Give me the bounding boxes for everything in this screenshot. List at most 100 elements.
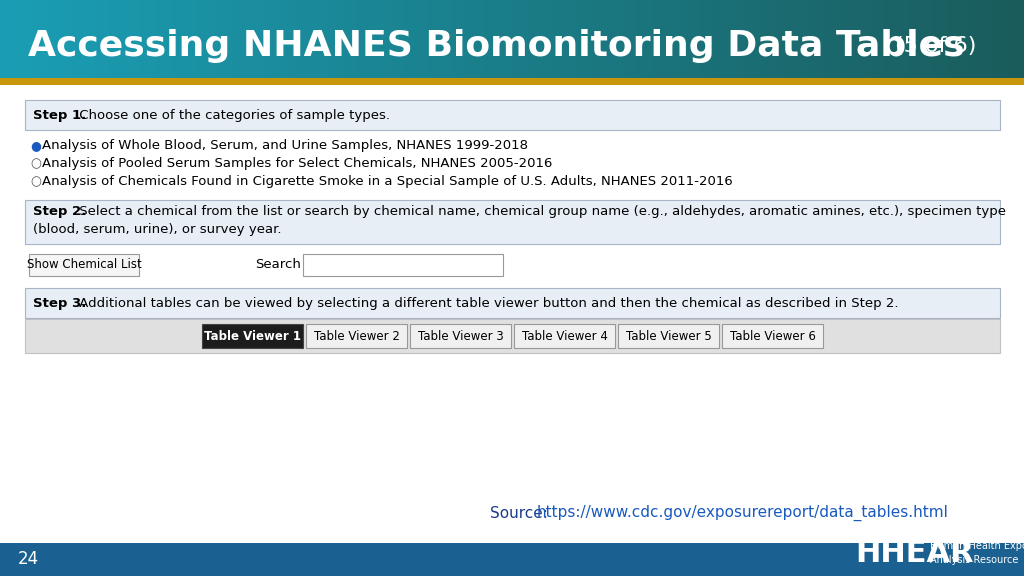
Bar [718,0,721,78]
Bar [47,0,50,78]
Text: Source:: Source: [490,506,553,521]
Bar [634,0,637,78]
Bar [41,0,44,78]
Bar [341,0,343,78]
Bar [314,0,316,78]
Bar [154,0,157,78]
Bar [577,0,580,78]
Bar [464,0,466,78]
Bar [193,0,196,78]
Bar [770,0,772,78]
Bar [673,0,676,78]
Bar [536,0,539,78]
Text: Table Viewer 5: Table Viewer 5 [626,329,712,343]
Bar [889,0,891,78]
Bar [433,0,435,78]
Bar [774,0,776,78]
Bar [267,0,269,78]
Bar [940,0,942,78]
Bar [445,0,447,78]
Bar [339,0,341,78]
Bar [895,0,897,78]
Bar [742,0,745,78]
Bar [697,0,700,78]
Bar [282,0,284,78]
Text: Human Health Exposure
Analysis Resource: Human Health Exposure Analysis Resource [930,541,1024,565]
Bar [476,0,478,78]
Bar [501,0,503,78]
Bar [973,0,975,78]
Bar [844,0,846,78]
Bar [1022,0,1024,78]
Bar [27,0,30,78]
Bar [156,0,159,78]
Bar [793,0,795,78]
Bar [495,0,497,78]
Bar [343,0,345,78]
Bar [652,0,655,78]
Bar [351,0,353,78]
Bar [827,0,829,78]
Bar [761,0,764,78]
Bar [78,0,81,78]
Bar [470,0,472,78]
Bar [669,0,672,78]
Bar [233,0,237,78]
Bar [749,0,752,78]
Bar [544,0,547,78]
Bar [349,0,351,78]
Text: 24: 24 [18,550,39,568]
Bar [10,0,13,78]
Bar [31,0,34,78]
Bar [298,0,300,78]
Text: Table Viewer 2: Table Viewer 2 [313,329,399,343]
Bar [732,0,735,78]
Bar [166,0,169,78]
Bar [468,0,470,78]
Bar [386,0,388,78]
Bar [357,0,359,78]
Bar [665,0,668,78]
Bar [443,0,445,78]
Bar [441,0,443,78]
Bar [74,0,77,78]
Bar [558,0,561,78]
Bar [4,0,7,78]
Bar [306,324,407,348]
Bar [147,0,151,78]
Bar [987,0,989,78]
Bar [813,0,815,78]
Bar [570,0,573,78]
Text: Table Viewer 1: Table Viewer 1 [204,329,301,343]
Bar [868,0,870,78]
Bar [834,0,836,78]
Bar [131,0,134,78]
Bar [632,0,635,78]
Bar [29,254,139,276]
Bar [687,0,690,78]
Bar [49,0,52,78]
Bar [511,0,513,78]
Bar [472,0,474,78]
Bar [791,0,793,78]
Bar [817,0,819,78]
Text: Step 3.: Step 3. [33,297,86,309]
Bar [997,0,999,78]
Bar [390,0,392,78]
Bar [744,0,748,78]
Bar [574,0,578,78]
Bar [238,0,241,78]
Bar [170,0,173,78]
Bar [76,0,79,78]
Bar [366,0,368,78]
Bar [936,0,938,78]
Bar [201,0,204,78]
Bar [248,0,251,78]
Bar [410,324,511,348]
Bar [184,0,187,78]
Bar [33,0,36,78]
Text: Additional tables can be viewed by selecting a different table viewer button and: Additional tables can be viewed by selec… [75,297,898,309]
Bar [478,0,480,78]
Bar [724,0,727,78]
Bar [482,0,484,78]
